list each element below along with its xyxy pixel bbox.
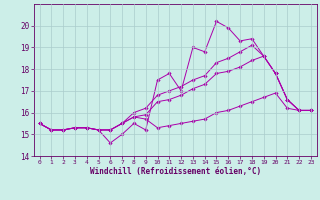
- X-axis label: Windchill (Refroidissement éolien,°C): Windchill (Refroidissement éolien,°C): [90, 167, 261, 176]
